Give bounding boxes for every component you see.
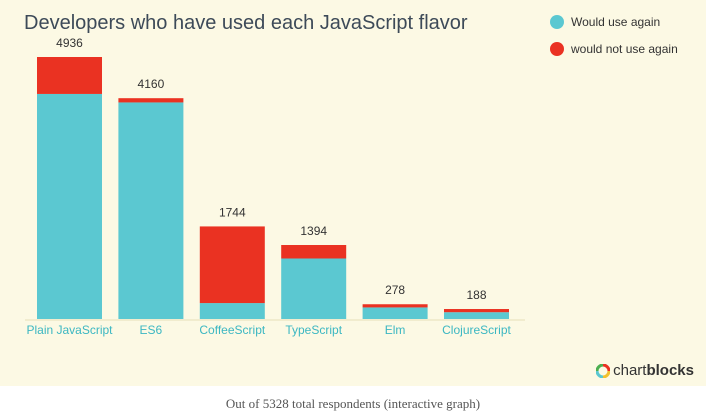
- x-tick-label-coffeescript: CoffeeScript: [199, 323, 265, 337]
- bar-plain-javascript-would-not-use-again[interactable]: [37, 57, 102, 94]
- legend-label-would-use-again: Would use again: [571, 15, 661, 29]
- chart-panel: Developers who have used each JavaScript…: [0, 0, 706, 386]
- brand-prefix: chart: [613, 362, 647, 379]
- legend-label-would-not-use-again: would not use again: [571, 42, 678, 56]
- x-tick-label-plain-javascript: Plain JavaScript: [26, 323, 113, 337]
- legend-item-would-not-use-again[interactable]: would not use again: [550, 39, 678, 59]
- bar-coffeescript-would-use-again[interactable]: [199, 303, 265, 319]
- legend-item-would-use-again[interactable]: Would use again: [550, 12, 678, 32]
- bar-elm-would-use-again[interactable]: [362, 307, 428, 319]
- x-tick-label-clojurescript: ClojureScript: [442, 323, 511, 337]
- bar-elm-would-not-use-again[interactable]: [362, 304, 428, 308]
- bar-plain-javascript-would-use-again[interactable]: [37, 93, 102, 320]
- chartblocks-brand[interactable]: chart blocks: [596, 362, 694, 379]
- bar-clojurescript-would-use-again[interactable]: [444, 312, 509, 319]
- total-label-elm: 278: [385, 283, 405, 297]
- legend-swatch-would-not-use-again: [550, 42, 564, 56]
- total-label-clojurescript: 188: [466, 288, 486, 302]
- legend: Would use again would not use again: [550, 12, 678, 66]
- chart-title: Developers who have used each JavaScript…: [24, 12, 468, 34]
- total-label-typescript: 1394: [300, 224, 327, 238]
- x-tick-label-typescript: TypeScript: [285, 323, 342, 337]
- brand-suffix: blocks: [646, 362, 694, 379]
- total-label-plain-javascript: 4936: [56, 36, 83, 50]
- bar-chart: 4936 Plain JavaScript 4160 ES6 1744 CoffeeScr…: [25, 36, 525, 337]
- bar-es6-would-not-use-again[interactable]: [118, 98, 184, 103]
- x-tick-label-elm: Elm: [385, 323, 406, 337]
- bar-coffeescript-would-not-use-again[interactable]: [199, 226, 265, 304]
- bar-es6-would-use-again[interactable]: [118, 102, 184, 320]
- chart-caption[interactable]: Out of 5328 total respondents (interacti…: [225, 396, 481, 411]
- chartblocks-logo-icon: [596, 363, 611, 378]
- bar-clojurescript-would-not-use-again[interactable]: [444, 309, 509, 313]
- bar-typescript-would-not-use-again[interactable]: [281, 245, 347, 259]
- bar-typescript-would-use-again[interactable]: [281, 258, 347, 319]
- total-label-coffeescript: 1744: [219, 205, 246, 219]
- total-label-es6: 4160: [138, 77, 165, 91]
- x-tick-label-es6: ES6: [140, 323, 163, 337]
- legend-swatch-would-use-again: [550, 15, 564, 29]
